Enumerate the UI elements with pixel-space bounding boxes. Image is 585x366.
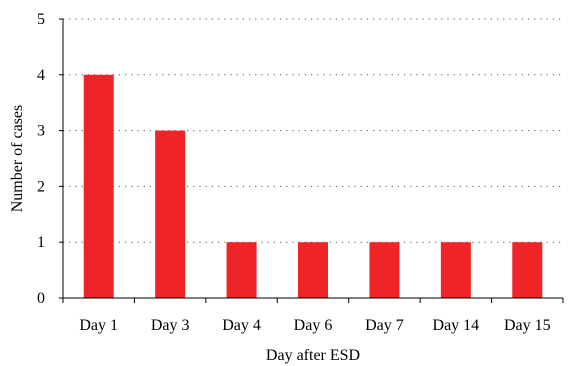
y-tick-label: 3 (37, 123, 45, 140)
bar (226, 242, 257, 298)
x-tick-labels: Day 1 Day 3 Day 4 Day 6 Day 7 Day 14 Day 15 (62, 298, 564, 334)
x-tick-label: Day 15 (504, 317, 551, 334)
bar (83, 74, 114, 298)
y-tick-label: 4 (37, 67, 45, 84)
y-tick-labels: 0 1 2 3 4 5 (37, 11, 63, 307)
x-tick-label: Day 6 (294, 317, 333, 334)
bar (512, 242, 543, 298)
x-axis-title: Day after ESD (266, 347, 360, 364)
bar (298, 242, 328, 298)
x-tick-label: Day 14 (433, 317, 480, 334)
y-tick-label: 5 (37, 11, 45, 28)
y-tick-label: 0 (37, 290, 45, 307)
y-tick-label: 1 (37, 234, 45, 251)
grid-layer (63, 18, 563, 243)
x-tick-label: Day 7 (365, 317, 404, 334)
bar (155, 130, 186, 298)
bar (440, 242, 471, 298)
x-tick-label: Day 3 (151, 317, 190, 334)
y-tick-label: 2 (37, 178, 45, 195)
axis-layer (62, 19, 563, 299)
bar (369, 242, 400, 298)
x-tick-label: Day 1 (79, 317, 118, 334)
bar-layer (83, 74, 543, 298)
y-axis-title: Number of cases (9, 105, 26, 213)
x-tick-label: Day 4 (222, 317, 261, 334)
